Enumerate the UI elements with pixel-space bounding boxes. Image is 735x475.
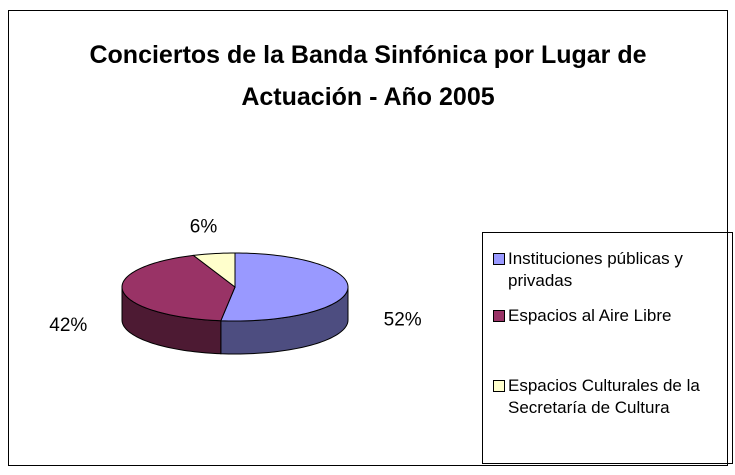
legend-label: Espacios al Aire Libre [508, 306, 672, 325]
data-label: 42% [49, 315, 87, 336]
legend-item: Espacios al Aire Libre [493, 305, 729, 327]
legend-swatch [493, 380, 505, 392]
data-label: 6% [190, 217, 218, 238]
legend-label: Instituciones públicas y privadas [508, 249, 683, 290]
pie-slice [121, 254, 236, 322]
chart-frame [8, 10, 728, 466]
legend: Instituciones públicas y privadas Espacio… [482, 232, 733, 464]
legend-label: Espacios Culturales de la Secretaría de … [508, 376, 700, 417]
legend-item: Espacios Culturales de la Secretaría de … [493, 375, 729, 419]
data-label: 52% [384, 310, 422, 331]
legend-swatch [493, 253, 505, 265]
chart-title: Conciertos de la Banda Sinfónica por Lug… [89, 41, 647, 111]
legend-swatch [493, 310, 505, 322]
pie-slice [220, 252, 349, 322]
legend-item: Instituciones públicas y privadas [493, 248, 729, 292]
pie-slice [192, 252, 236, 289]
